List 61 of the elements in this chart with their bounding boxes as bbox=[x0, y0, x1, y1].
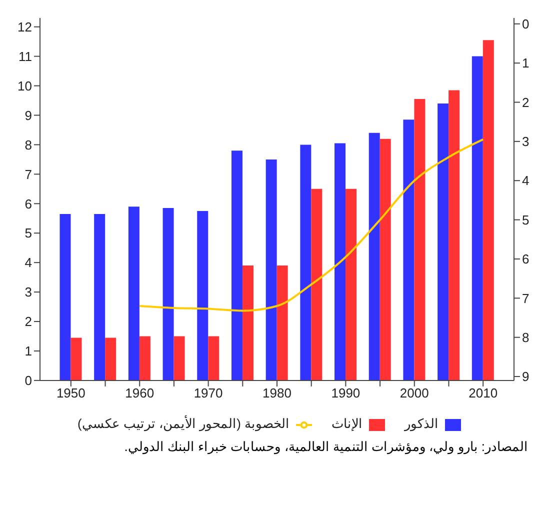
y-tick-label: 7 bbox=[24, 166, 32, 182]
legend-label: الذكور bbox=[404, 416, 439, 432]
bar bbox=[197, 211, 208, 380]
bar bbox=[60, 214, 71, 380]
x-tick-label: 2000 bbox=[400, 386, 429, 401]
text: المصادر: بارو ولي، ومؤشرات التنمية العالمية، وحسابات خبراء البنك الدولي. bbox=[123, 438, 529, 454]
bar bbox=[403, 120, 414, 380]
bar bbox=[414, 99, 426, 380]
bar bbox=[242, 266, 254, 380]
bar bbox=[438, 103, 449, 380]
legend-label: الإناث bbox=[332, 416, 363, 432]
y2-tick-label: 8 bbox=[522, 330, 530, 345]
bar bbox=[162, 208, 174, 380]
y2-tick-label: 2 bbox=[522, 94, 530, 110]
y-tick-label: 11 bbox=[18, 48, 32, 64]
bar bbox=[311, 188, 322, 380]
bar bbox=[482, 40, 494, 380]
y2-tick-label: 1 bbox=[522, 56, 530, 71]
x-tick-label: 1950 bbox=[56, 386, 86, 401]
legend-label: الخصوبة (المحور الأيمن، ترتيب عكسي) bbox=[77, 416, 290, 432]
y2-tick-label: 7 bbox=[522, 290, 530, 306]
y-tick-label: 1 bbox=[24, 344, 32, 359]
bar bbox=[346, 188, 357, 380]
y-tick-label: 6 bbox=[24, 196, 32, 212]
bar bbox=[380, 138, 391, 380]
bar bbox=[334, 143, 346, 380]
bar bbox=[472, 56, 483, 380]
y2-tick-label: 3 bbox=[522, 134, 530, 150]
y2-tick-label: 6 bbox=[522, 252, 530, 267]
line-series bbox=[138, 138, 484, 312]
bar bbox=[266, 159, 277, 380]
y-tick-label: 0 bbox=[24, 373, 32, 388]
y-tick-label: 10 bbox=[18, 78, 32, 94]
y-tick-label: 5 bbox=[24, 226, 32, 241]
x-tick-label: 1970 bbox=[194, 386, 223, 401]
bar bbox=[70, 338, 82, 380]
bar bbox=[174, 336, 185, 380]
bar bbox=[139, 336, 150, 380]
y-tick-label: 3 bbox=[24, 284, 32, 300]
bar bbox=[368, 132, 380, 380]
y2-tick-label: 0 bbox=[522, 16, 530, 32]
x-tick-label: 1980 bbox=[262, 386, 292, 401]
y-tick-label: 9 bbox=[24, 108, 32, 123]
bar bbox=[300, 144, 312, 380]
y-tick-label: 8 bbox=[24, 137, 32, 152]
x-tick-label: 2010 bbox=[468, 386, 498, 401]
y-tick-label: 2 bbox=[24, 314, 32, 330]
bar bbox=[276, 266, 288, 380]
bar bbox=[128, 206, 140, 380]
bar bbox=[231, 150, 242, 380]
y2-tick-label: 5 bbox=[522, 212, 530, 228]
y-tick-label: 4 bbox=[24, 255, 32, 270]
x-tick-label: 1960 bbox=[125, 386, 154, 401]
y-tick-label: 12 bbox=[18, 19, 32, 34]
bar bbox=[94, 214, 106, 380]
y2-tick-label: 9 bbox=[522, 369, 530, 384]
bar bbox=[105, 338, 116, 380]
bar bbox=[448, 90, 460, 380]
y2-tick-label: 4 bbox=[522, 173, 530, 188]
bar bbox=[208, 336, 220, 380]
x-tick-label: 1990 bbox=[331, 386, 360, 401]
